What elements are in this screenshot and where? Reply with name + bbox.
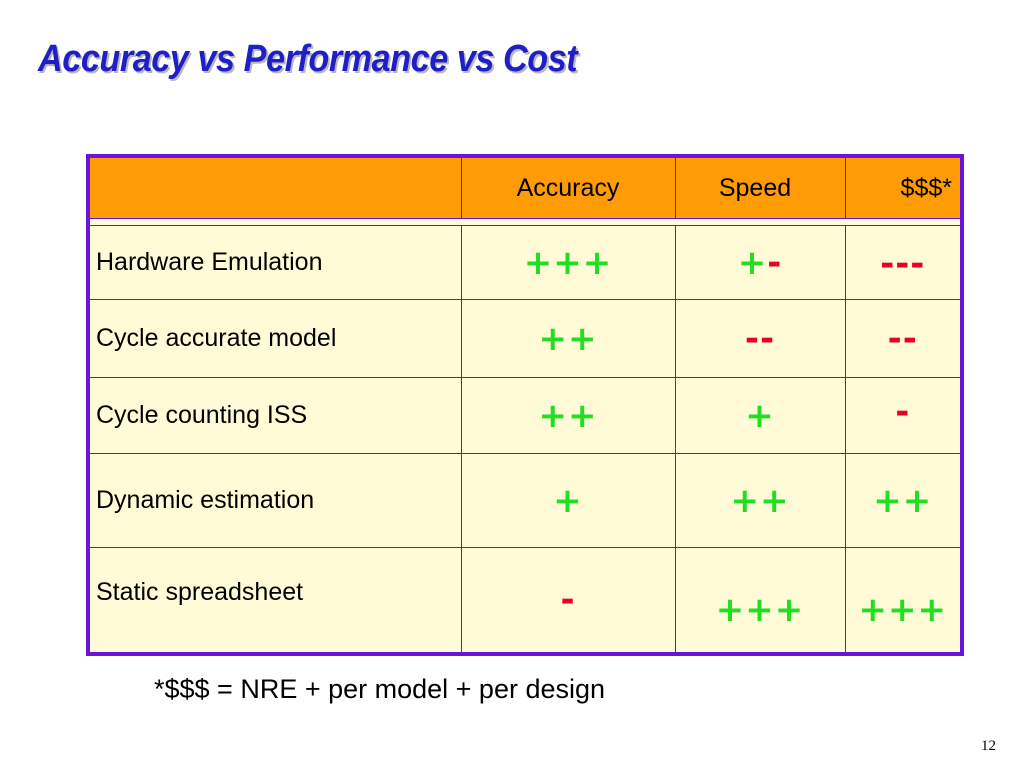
page-number: 12 xyxy=(981,738,996,754)
separator-cell xyxy=(90,218,461,226)
separator-cell xyxy=(675,218,845,226)
speed-rating: ++ xyxy=(674,453,846,548)
header-speed: Speed xyxy=(674,158,846,219)
row-label: Cycle accurate model xyxy=(90,299,462,378)
comparison-table: Accuracy Speed $$$* Hardware Emulation +… xyxy=(86,154,964,656)
speed-rating: + xyxy=(674,377,846,454)
separator-cell xyxy=(845,218,960,226)
row-label: Static spreadsheet xyxy=(90,547,462,652)
cost-rating: - xyxy=(844,377,960,454)
table-row: Cycle counting ISS ++ + - xyxy=(90,377,960,454)
accuracy-rating: + xyxy=(460,453,676,548)
table-row: Cycle accurate model ++ -- -- xyxy=(90,299,960,378)
header-accuracy: Accuracy xyxy=(460,158,676,219)
speed-rating: +++ xyxy=(674,547,846,652)
cost-rating: +++ xyxy=(844,547,960,652)
cost-rating: --- xyxy=(844,225,960,300)
cost-rating: ++ xyxy=(844,453,960,548)
row-label: Cycle counting ISS xyxy=(90,377,462,454)
table-row: Static spreadsheet - +++ +++ xyxy=(90,547,960,652)
header-cell-blank xyxy=(90,158,462,219)
header-separator xyxy=(90,218,960,226)
header-cost: $$$* xyxy=(844,158,960,219)
cost-rating: -- xyxy=(844,299,960,378)
accuracy-rating: +++ xyxy=(460,225,676,300)
table-row: Dynamic estimation + ++ ++ xyxy=(90,453,960,548)
accuracy-rating: ++ xyxy=(460,377,676,454)
speed-rating: -- xyxy=(674,299,846,378)
speed-rating-plus: + xyxy=(737,242,768,283)
footnote: *$$$ = NRE + per model + per design xyxy=(154,674,606,704)
accuracy-rating: - xyxy=(460,547,676,652)
speed-rating: +- xyxy=(674,225,846,300)
table-header-row: Accuracy Speed $$$* xyxy=(90,158,960,219)
accuracy-rating: ++ xyxy=(460,299,676,378)
slide-title: Accuracy vs Performance vs Cost xyxy=(38,38,578,80)
row-label: Hardware Emulation xyxy=(90,225,462,300)
table-row: Hardware Emulation +++ +- --- xyxy=(90,225,960,300)
speed-rating-minus: - xyxy=(767,242,783,283)
separator-cell xyxy=(461,218,675,226)
row-label: Dynamic estimation xyxy=(90,453,462,548)
